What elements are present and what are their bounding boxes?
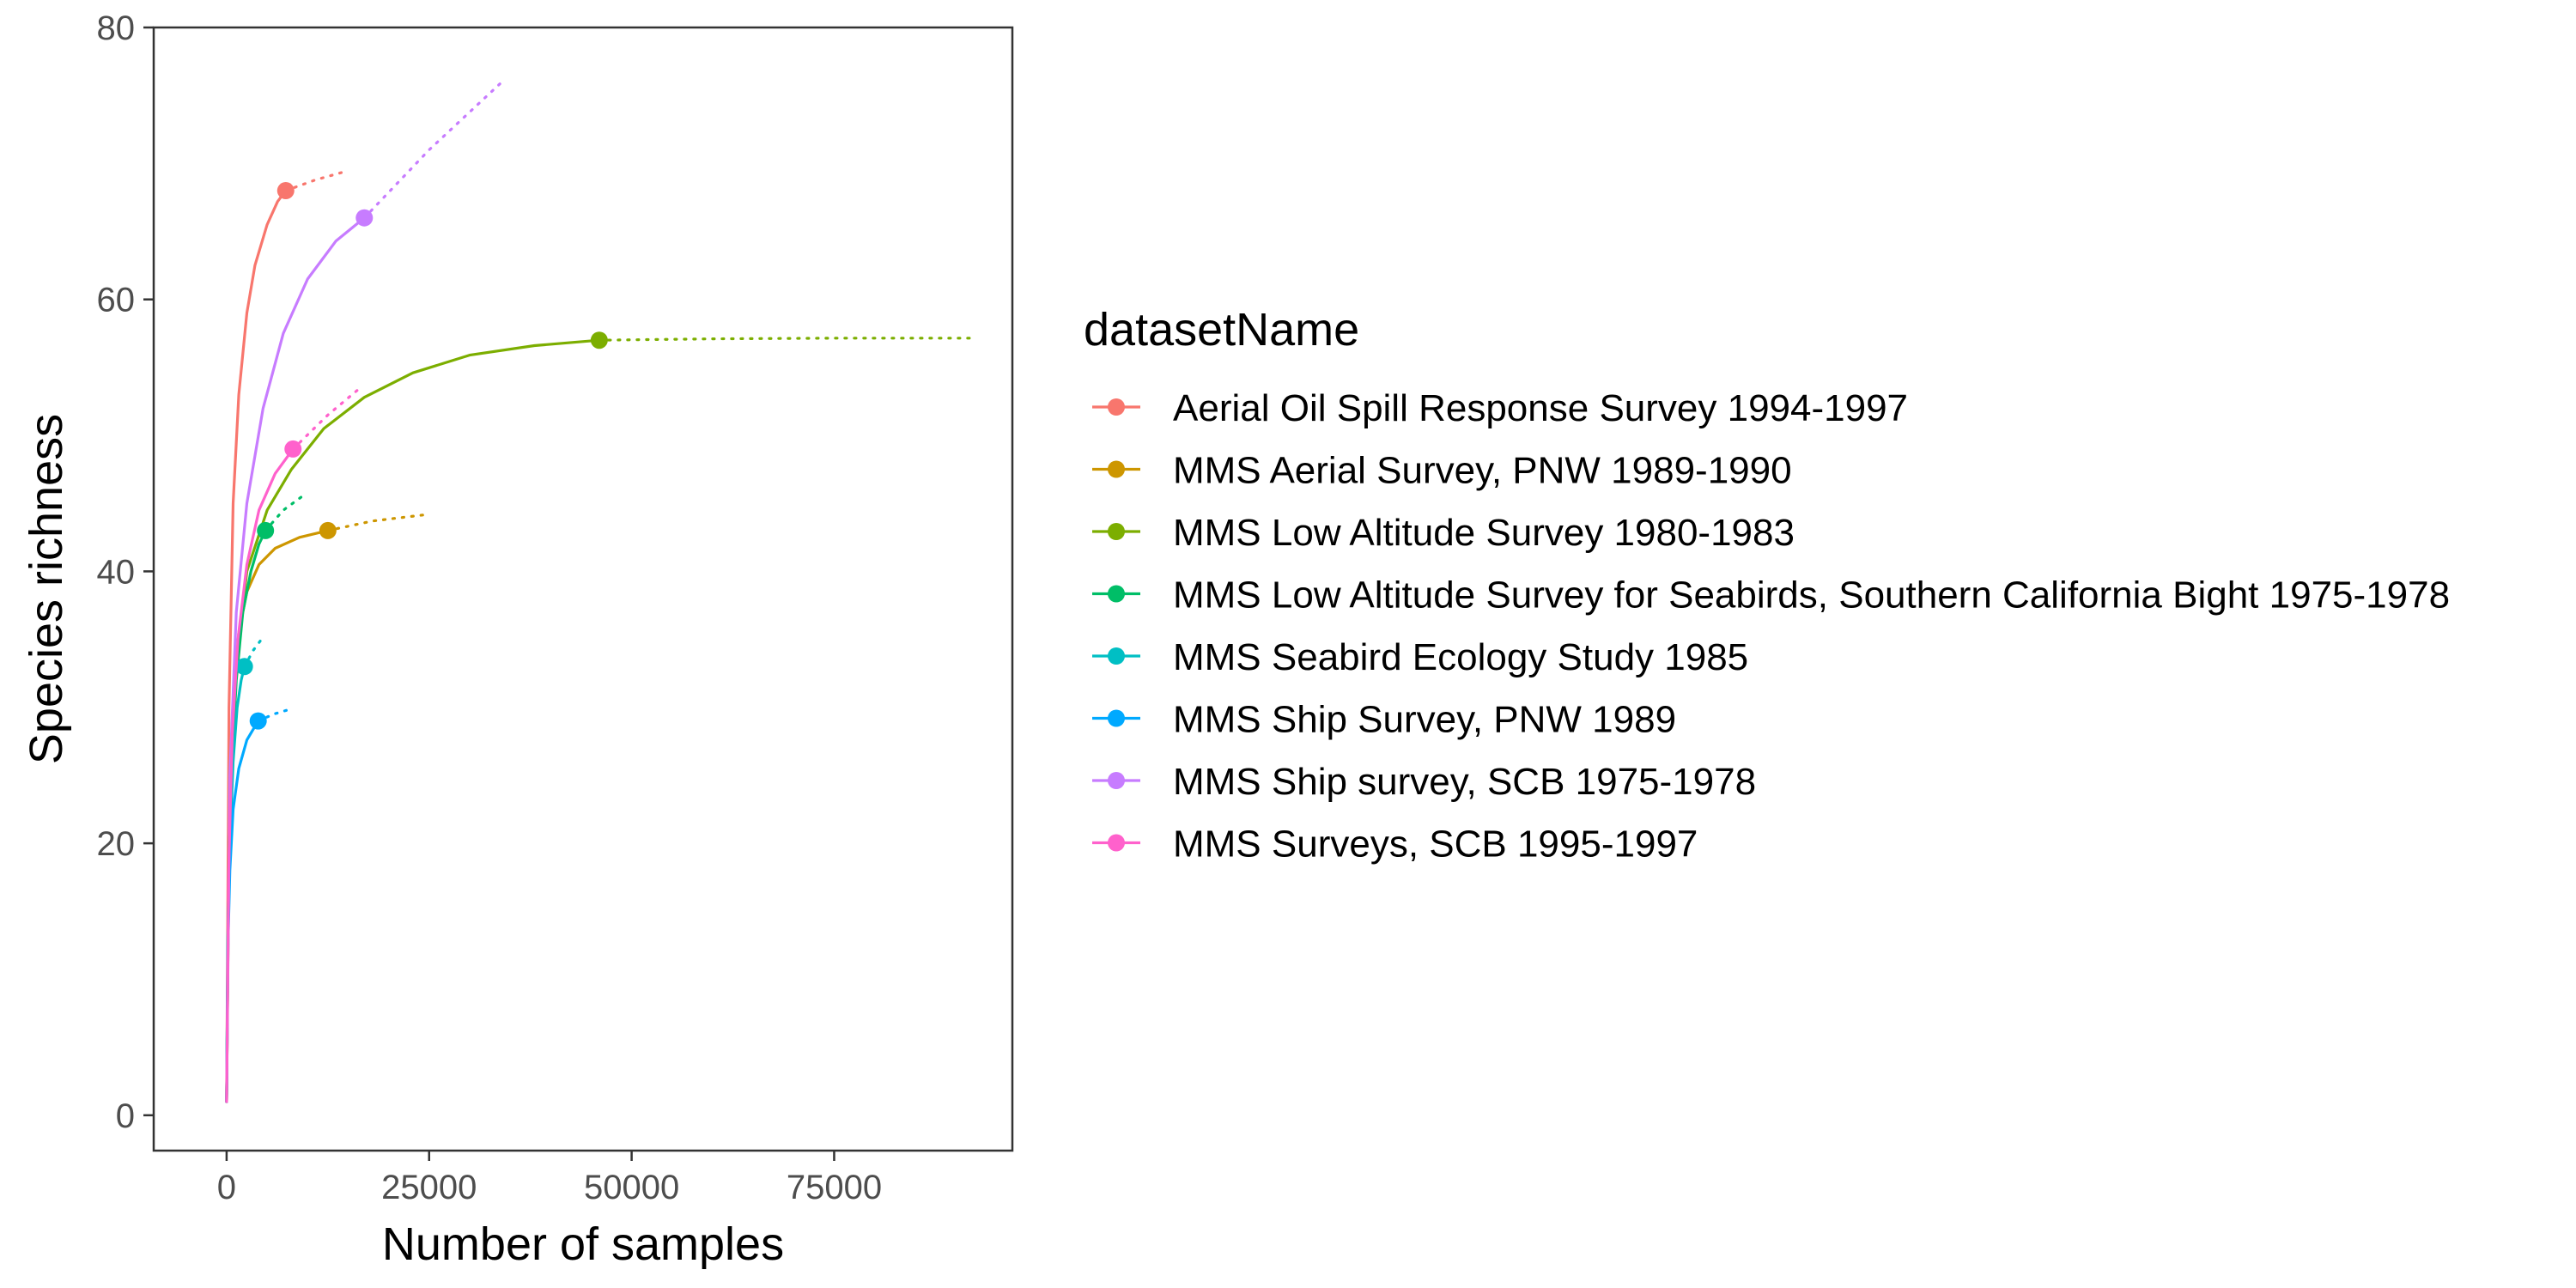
y-axis: 0 20 40 60 80 [97, 9, 154, 1135]
extrapolated-line [362, 80, 504, 220]
x-tick-label: 25000 [381, 1169, 477, 1206]
extrapolated-line [243, 637, 264, 668]
interpolated-line [225, 189, 288, 1103]
x-axis-title: Number of samples [382, 1218, 784, 1270]
legend-label: MMS Low Altitude Survey for Seabirds, So… [1173, 574, 2450, 617]
legend-item: MMS Low Altitude Survey for Seabirds, So… [1092, 574, 2450, 617]
extrapolated-line [326, 513, 431, 532]
x-tick-label: 50000 [584, 1169, 679, 1206]
legend-item: MMS Ship Survey, PNW 1989 [1092, 699, 1676, 741]
legend: datasetName Aerial Oil Spill Response Su… [1084, 304, 2450, 866]
legend-label: MMS Aerial Survey, PNW 1989-1990 [1173, 450, 1792, 492]
y-tick-label: 0 [116, 1097, 135, 1135]
y-tick-label: 80 [97, 9, 136, 47]
series-layer [225, 80, 974, 1103]
x-axis: 0 25000 50000 75000 [217, 1151, 882, 1206]
y-tick-label: 60 [97, 282, 136, 319]
legend-key-point [1108, 834, 1125, 852]
observed-point [235, 658, 253, 676]
series-7 [225, 386, 362, 1103]
legend-key-point [1108, 772, 1125, 789]
extrapolated-line [291, 386, 362, 451]
observed-point [257, 521, 275, 539]
legend-item: MMS Surveys, SCB 1995-1997 [1092, 823, 1698, 866]
legend-item: MMS Low Altitude Survey 1980-1983 [1092, 512, 1795, 554]
plot-panel [152, 26, 1014, 1152]
legend-item: MMS Aerial Survey, PNW 1989-1990 [1092, 450, 1792, 492]
y-tick-label: 20 [97, 825, 136, 863]
legend-key-point [1108, 585, 1125, 603]
y-tick-label: 40 [97, 553, 136, 591]
legend-label: MMS Seabird Ecology Study 1985 [1173, 636, 1748, 678]
legend-item: MMS Ship survey, SCB 1975-1978 [1092, 761, 1756, 803]
legend-label: Aerial Oil Spill Response Survey 1994-19… [1173, 387, 1908, 429]
legend-title: datasetName [1084, 304, 1359, 355]
legend-label: MMS Surveys, SCB 1995-1997 [1173, 823, 1698, 866]
x-tick-label: 0 [217, 1169, 236, 1206]
legend-key-point [1108, 523, 1125, 540]
legend-key-point [1108, 709, 1125, 727]
legend-label: MMS Ship survey, SCB 1975-1978 [1173, 761, 1756, 803]
x-tick-label: 75000 [787, 1169, 882, 1206]
legend-key-point [1108, 647, 1125, 665]
legend-item: MMS Seabird Ecology Study 1985 [1092, 636, 1748, 678]
legend-item: Aerial Oil Spill Response Survey 1994-19… [1092, 387, 1908, 429]
extrapolated-line [598, 337, 974, 342]
extrapolated-line [284, 170, 347, 192]
observed-point [284, 440, 302, 458]
legend-items: Aerial Oil Spill Response Survey 1994-19… [1092, 387, 2450, 866]
extrapolated-line [264, 495, 304, 532]
y-axis-title: Species richness [21, 414, 72, 764]
series-0 [225, 170, 347, 1103]
observed-point [590, 331, 608, 349]
observed-point [319, 521, 337, 539]
observed-point [276, 182, 295, 200]
legend-label: MMS Ship Survey, PNW 1989 [1173, 699, 1676, 741]
legend-label: MMS Low Altitude Survey 1980-1983 [1173, 512, 1795, 554]
observed-point [355, 209, 374, 227]
observed-point [249, 712, 267, 730]
interpolated-line [225, 447, 295, 1103]
legend-key-point [1108, 460, 1125, 478]
legend-key-point [1108, 398, 1125, 416]
